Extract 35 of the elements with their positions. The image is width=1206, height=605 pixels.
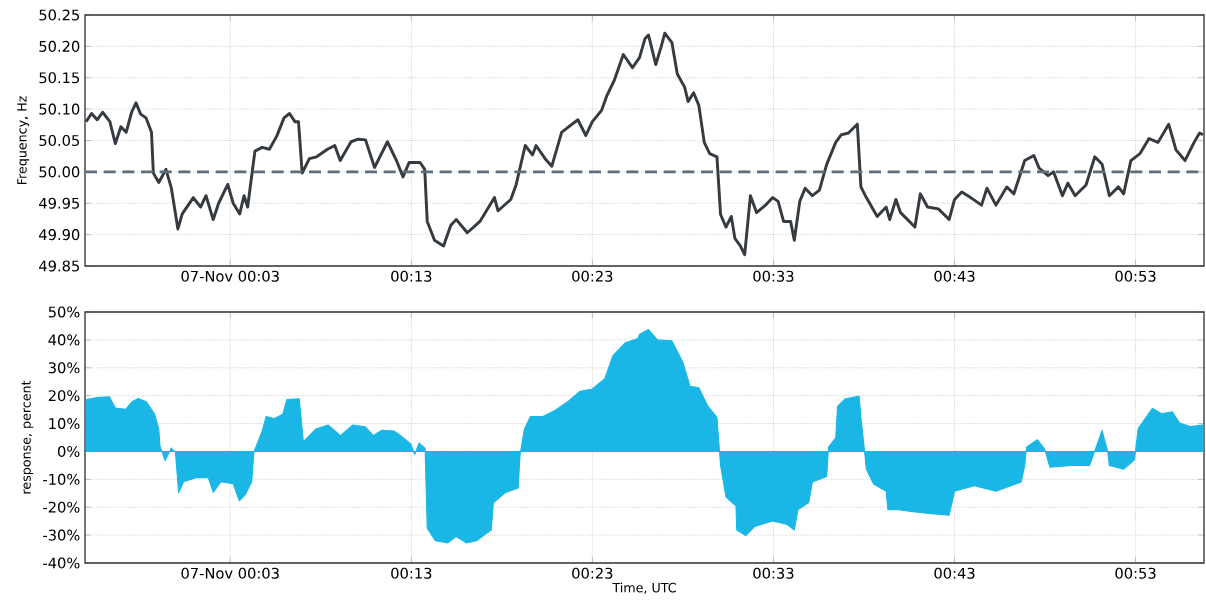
y-tick-label: -30% [43,529,80,541]
y-tick-label: 30% [48,362,80,374]
y-tick-label: 49.85 [39,260,80,272]
x-tick-label: 00:53 [1115,270,1156,282]
y-tick-label: 50.10 [39,103,80,115]
x-tick-label: 07-Nov 00:03 [181,270,279,282]
y-tick-label: 49.90 [39,229,80,241]
y-tick-label: 10% [49,418,80,430]
y-axis-title: response, percent [21,380,34,494]
x-tick-label: 00:13 [391,270,432,282]
x-axis-title: Time, UTC [612,582,676,594]
y-tick-label: 40% [48,334,80,346]
x-tick-label: 00:43 [934,270,975,282]
y-tick-label: -10% [43,473,80,485]
x-tick-label: 07-Nov 00:03 [181,567,279,579]
y-tick-label: 50.00 [39,166,80,178]
y-tick-label: -20% [43,501,80,513]
y-tick-label: 20% [48,390,80,402]
y-tick-label: 50.15 [39,72,80,84]
y-tick-label: 0% [57,445,80,457]
x-tick-label: 00:43 [934,567,975,579]
y-tick-label: 50.25 [39,9,80,21]
x-tick-label: 00:23 [572,567,613,579]
x-tick-label: 00:33 [753,270,794,282]
y-tick-label: 50% [48,306,80,318]
x-tick-label: 00:33 [753,567,794,579]
line-series [85,31,1205,257]
y-tick-label: -40% [43,557,80,569]
y-tick-label: 49.95 [39,197,80,209]
x-tick-label: 00:23 [572,270,613,282]
y-axis-title: Frequency, Hz [17,96,30,185]
x-tick-label: 00:13 [391,567,432,579]
y-tick-label: 50.05 [39,134,80,147]
x-tick-label: 00:53 [1115,567,1156,579]
y-tick-label: 50.20 [39,40,80,52]
